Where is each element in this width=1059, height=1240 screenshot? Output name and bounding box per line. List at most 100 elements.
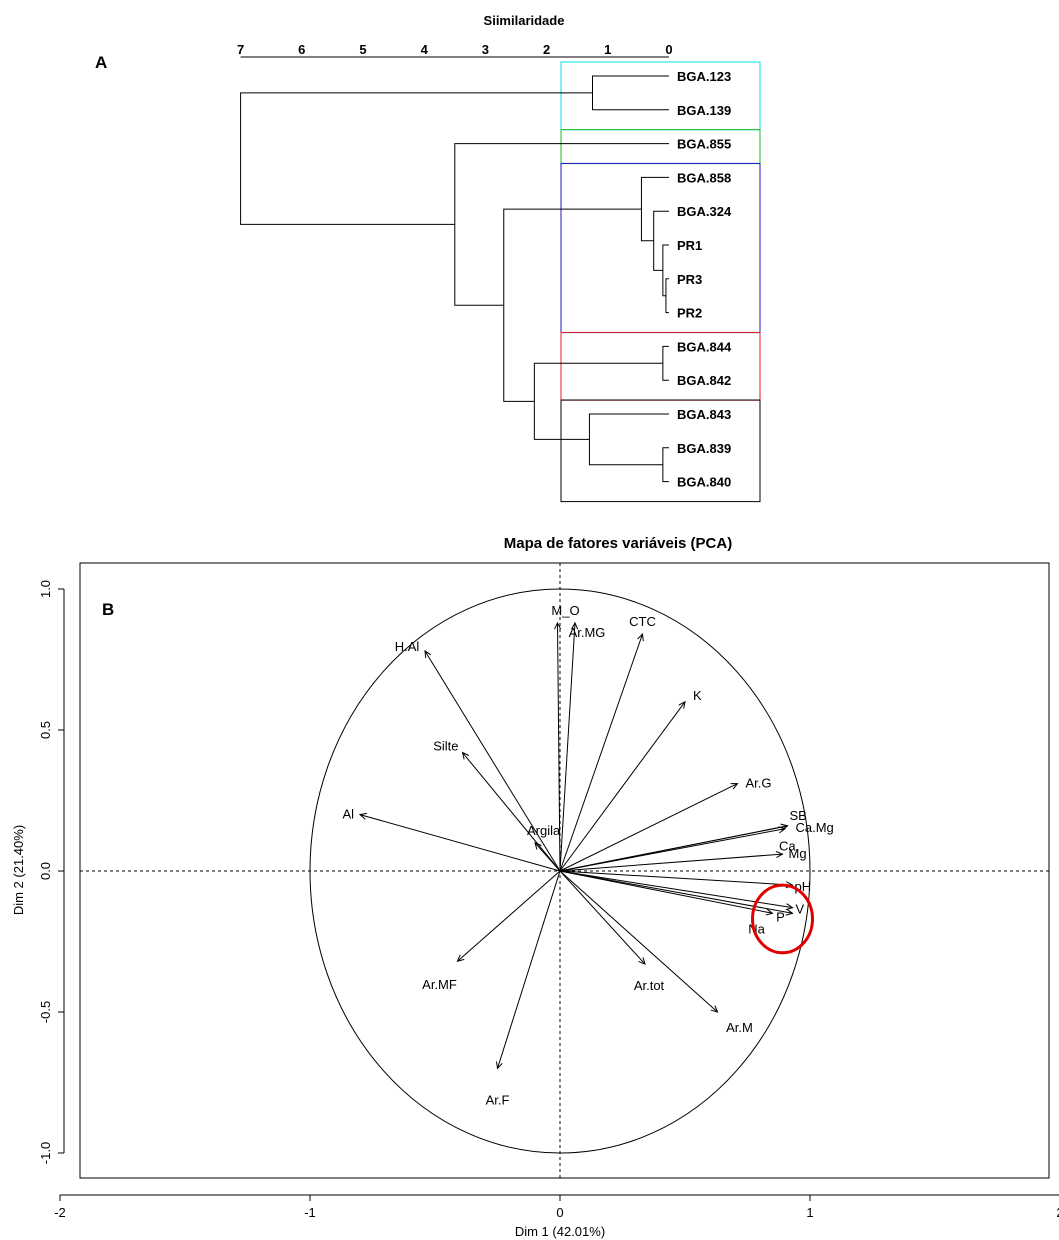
arrow-head — [765, 908, 774, 916]
arrow-shaft — [424, 650, 561, 872]
cluster-boxes — [560, 61, 761, 503]
variable-arrow — [559, 633, 644, 872]
variable-arrow — [559, 783, 739, 872]
arrow-shaft — [534, 842, 561, 872]
cluster-box — [560, 399, 761, 503]
y-tick-label: 0.5 — [38, 721, 53, 739]
variable-label: Ca — [779, 839, 796, 854]
variable-label: CTC — [629, 614, 656, 629]
highlight-ellipse — [751, 883, 814, 955]
leaf-label: BGA.843 — [677, 407, 731, 422]
arrow-shaft — [462, 752, 561, 872]
variable-arrow — [358, 812, 561, 872]
x-axis-label: Dim 1 (42.01%) — [515, 1224, 605, 1239]
panel-a-label: A — [95, 53, 107, 72]
pca-title: Mapa de fatores variáveis (PCA) — [504, 535, 732, 552]
dendrogram-link — [533, 362, 663, 440]
cluster-box — [560, 162, 761, 334]
dendrogram-link — [662, 345, 669, 381]
unit-circle — [309, 588, 811, 1154]
variable-arrow — [559, 851, 784, 872]
leaf-label: BGA.139 — [677, 103, 731, 118]
variable-arrow — [559, 870, 774, 916]
arrow-head — [571, 621, 579, 630]
highlight-ellipse-shape — [751, 883, 814, 955]
variable-arrow — [534, 841, 561, 872]
dendrogram-link — [653, 210, 669, 271]
x-tick-label: -2 — [54, 1205, 66, 1220]
similarity-tick-label: 2 — [543, 42, 550, 57]
arrow-head — [496, 1061, 503, 1070]
variable-arrow — [559, 823, 789, 872]
variable-arrow — [496, 870, 561, 1070]
arrow-shaft — [559, 853, 783, 872]
variable-arrow — [559, 870, 646, 965]
correlation-circle — [309, 588, 811, 1154]
y-tick-label: -1.0 — [38, 1142, 53, 1164]
arrow-shaft — [559, 870, 793, 914]
variable-arrow — [559, 870, 794, 911]
arrow-head — [710, 1005, 719, 1013]
variable-label: V — [796, 902, 805, 917]
arrow-shaft — [559, 633, 643, 872]
similarity-tick-label: 4 — [421, 42, 429, 57]
y-tick-label: 1.0 — [38, 580, 53, 598]
arrow-head — [534, 841, 542, 850]
y-tick-label: -0.5 — [38, 1001, 53, 1023]
variable-labels: M_O Ar.MG CTC H.Al K Silte Ar.G Al Argila SBCa.Mg… — [342, 603, 833, 1108]
variable-label: K — [693, 688, 702, 703]
leaf-label: BGA.324 — [677, 204, 732, 219]
variable-arrow — [559, 826, 787, 872]
panel-b-label: B — [102, 600, 114, 619]
arrow-head — [638, 957, 646, 965]
dendrogram-link — [503, 208, 642, 402]
leaf-labels: BGA.123 BGA.139 BGA.855 BGA.858 BGA.324 PR1 PR… — [677, 69, 732, 490]
leaf-label: BGA.858 — [677, 170, 731, 185]
pca-panel: Mapa de fatores variáveis (PCA) B -2 -1 0 1… — [11, 535, 1059, 1239]
arrow-shaft — [559, 828, 786, 872]
arrow-shaft — [559, 870, 646, 965]
variable-arrows — [358, 621, 794, 1070]
variable-label: Ca.Mg — [796, 820, 834, 835]
variable-label: Ar.MG — [569, 625, 606, 640]
dendrogram-link — [454, 143, 669, 306]
arrow-shaft — [559, 870, 718, 1013]
leaf-label: PR1 — [677, 238, 702, 253]
x-tick-label: 1 — [806, 1205, 813, 1220]
arrow-shaft — [559, 701, 686, 872]
arrow-head — [461, 751, 470, 760]
arrow-shaft — [497, 870, 561, 1069]
arrow-head — [785, 908, 794, 916]
similarity-tick-label: 1 — [604, 42, 611, 57]
leaf-label: BGA.855 — [677, 137, 731, 152]
y-tick-label: 0.0 — [38, 862, 53, 880]
arrow-head — [730, 783, 739, 790]
x-tick-label: 0 — [556, 1205, 563, 1220]
x-tick-label: 2 — [1056, 1205, 1059, 1220]
leaf-label: BGA.844 — [677, 339, 732, 354]
leaf-label: PR3 — [677, 272, 702, 287]
dendrogram-link — [662, 447, 669, 483]
variable-label: Argila — [527, 823, 561, 838]
variable-label: H.Al — [395, 639, 420, 654]
dendrogram-title: Siimilaridade — [484, 13, 565, 28]
variable-arrow — [424, 650, 561, 872]
arrow-head — [678, 700, 686, 709]
arrow-head — [637, 633, 644, 642]
variable-label: Ar.F — [486, 1092, 510, 1107]
variable-label: Ar.G — [746, 776, 772, 791]
arrow-shaft — [559, 870, 793, 886]
variable-arrow — [456, 870, 561, 962]
arrow-head — [778, 826, 787, 834]
variable-arrow — [554, 621, 562, 872]
dendrogram-tree — [240, 75, 669, 483]
arrow-head — [775, 851, 784, 859]
similarity-tick-label: 0 — [665, 42, 672, 57]
arrow-head — [785, 903, 794, 911]
dendrogram-link — [640, 176, 669, 242]
arrow-shaft — [559, 870, 793, 909]
variable-label: Ar.MF — [422, 977, 457, 992]
similarity-tick-label: 7 — [237, 42, 244, 57]
dendrogram-link — [588, 413, 669, 466]
variable-label: Ar.tot — [634, 978, 665, 993]
